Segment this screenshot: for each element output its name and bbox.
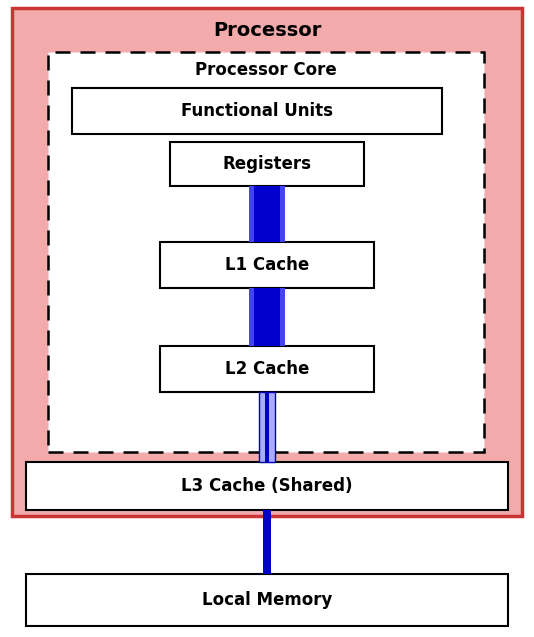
Bar: [170, 142, 364, 186]
Text: Local Memory: Local Memory: [202, 591, 332, 609]
Bar: [265, 392, 269, 462]
Bar: [259, 392, 275, 462]
Text: Processor: Processor: [213, 20, 321, 39]
Bar: [160, 346, 374, 392]
Bar: [72, 88, 442, 134]
Bar: [12, 8, 522, 516]
Bar: [249, 186, 285, 242]
Bar: [259, 392, 275, 462]
Bar: [263, 510, 271, 574]
Bar: [254, 186, 280, 242]
Bar: [48, 52, 484, 452]
Bar: [249, 288, 285, 346]
Bar: [26, 462, 508, 510]
Text: L3 Cache (Shared): L3 Cache (Shared): [181, 477, 353, 495]
Text: Processor Core: Processor Core: [195, 61, 337, 79]
Text: Functional Units: Functional Units: [181, 102, 333, 120]
Bar: [26, 574, 508, 626]
Bar: [254, 288, 280, 346]
Text: L2 Cache: L2 Cache: [225, 360, 309, 378]
Text: Registers: Registers: [223, 155, 311, 173]
Text: L1 Cache: L1 Cache: [225, 256, 309, 274]
Bar: [160, 242, 374, 288]
